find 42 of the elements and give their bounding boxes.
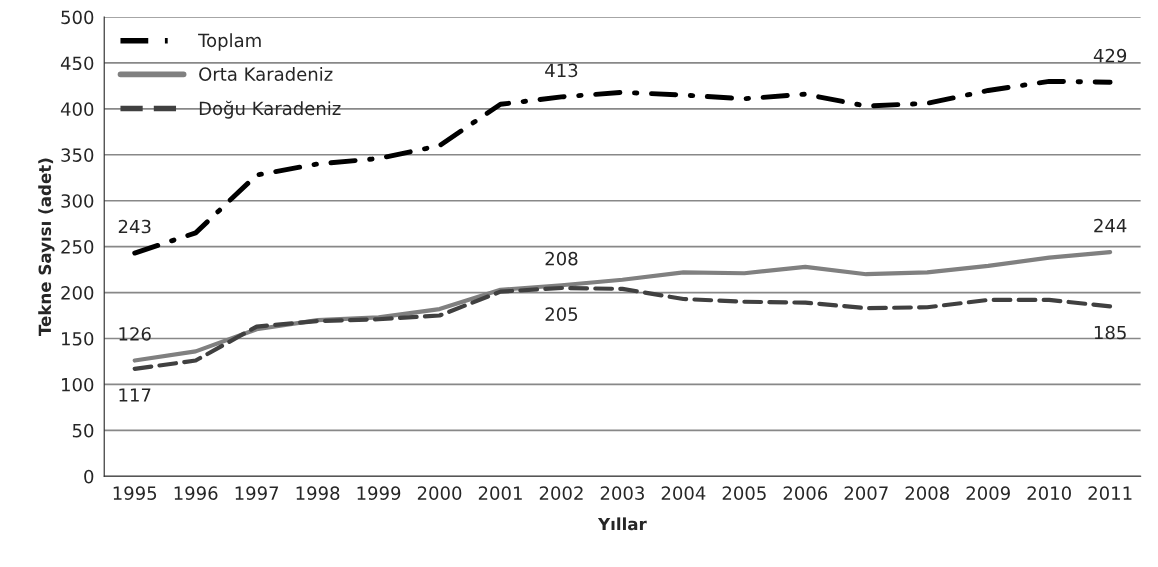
x-tick-label: 1996	[174, 486, 218, 500]
y-tick-label: 450	[60, 56, 94, 71]
x-axis-title: Yıllar	[597, 517, 647, 531]
x-tick-label: 2011	[1088, 486, 1132, 500]
x-tick-label: 2008	[905, 486, 949, 500]
x-tick-label: 1995	[113, 486, 157, 500]
data-label: 208	[545, 251, 578, 266]
x-tick-label: 1998	[296, 486, 340, 500]
data-label: 205	[545, 307, 578, 321]
x-tick-label: 2001	[478, 486, 522, 500]
legend-label: Orta Karadeniz	[199, 66, 333, 81]
data-label: 429	[1093, 48, 1127, 63]
x-tick-label: 2007	[844, 486, 888, 500]
x-tick-label: 2000	[417, 486, 462, 500]
y-tick-label: 400	[60, 102, 94, 116]
legend-label: Doğu Karadeniz	[199, 100, 341, 119]
x-tick-label: 1997	[235, 486, 279, 500]
x-tick-label: 2004	[661, 486, 706, 500]
x-tick-label: 2009	[966, 486, 1010, 500]
y-axis-title: Tekne Sayısı (adet)	[38, 158, 55, 337]
y-tick-label: 500	[61, 10, 94, 25]
x-tick-label: 2002	[539, 486, 583, 500]
x-tick-label: 2003	[600, 486, 644, 500]
x-tick-label: 2010	[1027, 486, 1071, 500]
y-tick-label: 50	[72, 423, 94, 438]
y-tick-label: 100	[62, 377, 94, 392]
x-tick-label: 1999	[357, 486, 401, 500]
data-label: 185	[1094, 325, 1126, 340]
x-tick-label: 2006	[783, 486, 828, 500]
data-label: 243	[118, 219, 151, 234]
data-label: 117	[119, 388, 151, 402]
y-tick-label: 200	[61, 286, 94, 300]
y-tick-label: 150	[62, 331, 94, 346]
data-label: 413	[545, 63, 578, 78]
legend-label: Toplam	[198, 33, 261, 51]
y-tick-label: 350	[61, 148, 94, 162]
y-tick-label: 300	[61, 194, 94, 208]
data-label: 126	[119, 327, 151, 341]
x-tick-label: 2005	[722, 486, 766, 500]
y-tick-label: 250	[61, 240, 94, 254]
data-label: 244	[1094, 218, 1127, 233]
y-tick-label: 0	[84, 469, 94, 484]
